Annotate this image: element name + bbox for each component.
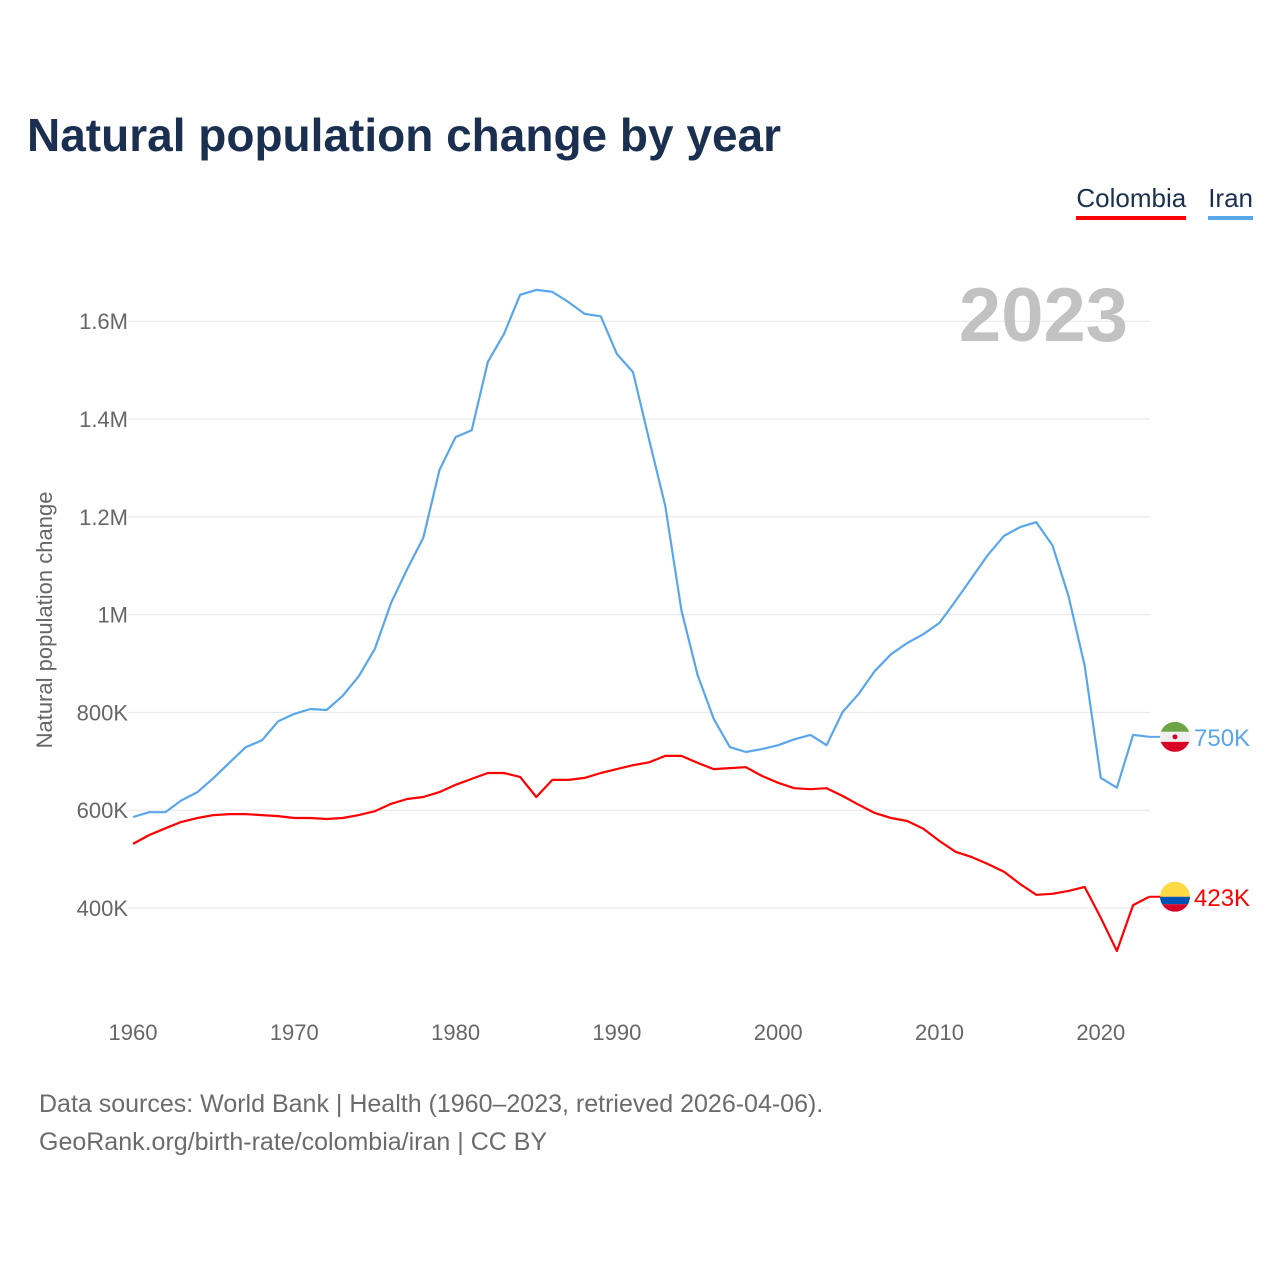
legend-item-iran[interactable]: Iran bbox=[1208, 183, 1253, 220]
attribution-link[interactable]: GeoRank.org/birth-rate/colombia/iran | C… bbox=[39, 1128, 548, 1156]
year-watermark: 2023 bbox=[959, 273, 1128, 358]
y-tick-label: 800K bbox=[77, 700, 129, 725]
y-tick-label: 1.6M bbox=[79, 309, 128, 334]
x-tick-label: 2020 bbox=[1076, 1020, 1125, 1045]
y-tick-label: 1.2M bbox=[79, 505, 128, 530]
legend: Colombia Iran bbox=[1076, 183, 1253, 220]
footer: Data sources: World Bank | Health (1960–… bbox=[39, 1085, 823, 1161]
x-tick-label: 2000 bbox=[754, 1020, 803, 1045]
y-tick-label: 600K bbox=[77, 798, 129, 823]
legend-item-colombia[interactable]: Colombia bbox=[1076, 183, 1187, 220]
colombia-flag-icon bbox=[1160, 881, 1190, 912]
series-line-colombia[interactable] bbox=[132, 754, 1150, 953]
x-tick-label: 1980 bbox=[431, 1020, 480, 1045]
x-tick-label: 1970 bbox=[270, 1020, 319, 1045]
chart-title: Natural population change by year bbox=[27, 109, 782, 161]
y-tick-label: 1.4M bbox=[79, 407, 128, 432]
end-value-label-colombia: 423K bbox=[1194, 885, 1250, 912]
x-tick-label: 2010 bbox=[915, 1020, 964, 1045]
source-text: Data sources: World Bank | Health (1960–… bbox=[39, 1090, 824, 1118]
y-axis-label: Natural population change bbox=[32, 492, 57, 749]
x-tick-label: 1990 bbox=[592, 1020, 641, 1045]
y-tick-label: 400K bbox=[77, 896, 129, 921]
x-tick-label: 1960 bbox=[109, 1020, 158, 1045]
end-value-label-iran: 750K bbox=[1194, 725, 1250, 752]
y-tick-label: 1M bbox=[97, 603, 128, 628]
series-line-iran[interactable] bbox=[132, 288, 1150, 819]
iran-flag-icon bbox=[1160, 721, 1190, 752]
